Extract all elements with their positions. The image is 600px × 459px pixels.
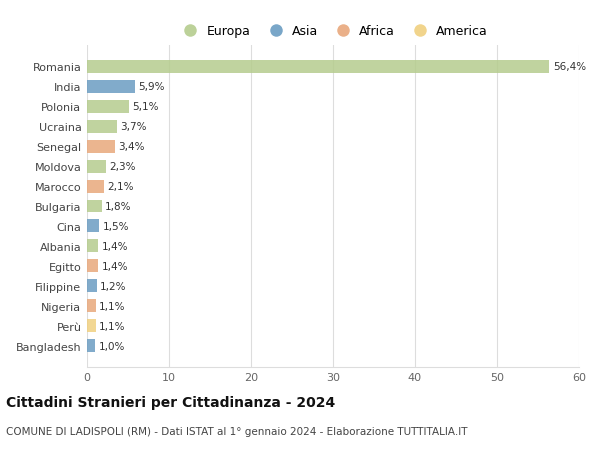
Bar [87, 300, 96, 313]
Bar [87, 320, 96, 333]
Text: 1,1%: 1,1% [100, 301, 126, 311]
Text: 3,7%: 3,7% [121, 122, 147, 132]
Bar [87, 61, 550, 73]
Text: 2,3%: 2,3% [109, 162, 136, 172]
Bar [87, 140, 115, 153]
Text: 1,4%: 1,4% [102, 261, 128, 271]
Legend: Europa, Asia, Africa, America: Europa, Asia, Africa, America [173, 20, 493, 43]
Bar [87, 160, 106, 173]
Text: 5,1%: 5,1% [132, 102, 158, 112]
Bar [87, 180, 104, 193]
Bar [87, 280, 97, 293]
Bar [87, 220, 100, 233]
Text: Cittadini Stranieri per Cittadinanza - 2024: Cittadini Stranieri per Cittadinanza - 2… [6, 395, 335, 409]
Bar [87, 120, 118, 133]
Text: COMUNE DI LADISPOLI (RM) - Dati ISTAT al 1° gennaio 2024 - Elaborazione TUTTITAL: COMUNE DI LADISPOLI (RM) - Dati ISTAT al… [6, 426, 467, 436]
Text: 1,0%: 1,0% [98, 341, 125, 351]
Text: 1,4%: 1,4% [102, 241, 128, 252]
Text: 1,1%: 1,1% [100, 321, 126, 331]
Bar [87, 340, 95, 353]
Text: 3,4%: 3,4% [118, 142, 145, 152]
Text: 56,4%: 56,4% [553, 62, 586, 72]
Bar [87, 80, 136, 93]
Text: 2,1%: 2,1% [107, 182, 134, 191]
Bar [87, 240, 98, 253]
Text: 5,9%: 5,9% [139, 82, 165, 92]
Text: 1,5%: 1,5% [103, 222, 129, 231]
Text: 1,8%: 1,8% [105, 202, 131, 212]
Bar [87, 260, 98, 273]
Bar [87, 101, 129, 113]
Text: 1,2%: 1,2% [100, 281, 127, 291]
Bar [87, 200, 102, 213]
